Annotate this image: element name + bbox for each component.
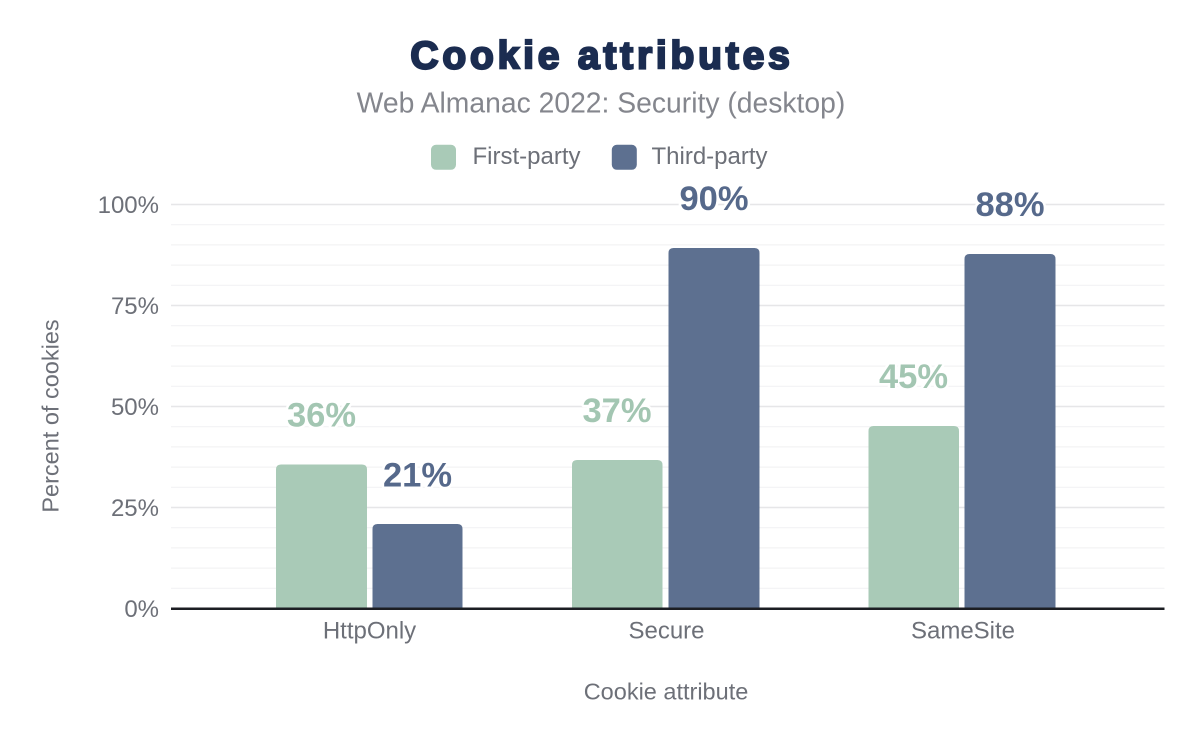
svg-text:Percent of cookies: Percent of cookies: [38, 319, 64, 512]
svg-text:Web Almanac 2022: Security (de: Web Almanac 2022: Security (desktop): [357, 87, 846, 119]
svg-text:45%: 45%: [879, 358, 948, 396]
svg-text:25%: 25%: [111, 495, 159, 522]
svg-text:Cookie attributes: Cookie attributes: [410, 35, 793, 78]
svg-text:Secure: Secure: [628, 618, 704, 645]
svg-text:Cookie attribute: Cookie attribute: [584, 679, 749, 705]
svg-text:HttpOnly: HttpOnly: [323, 618, 416, 645]
svg-text:88%: 88%: [975, 186, 1044, 224]
svg-text:100%: 100%: [98, 192, 159, 219]
svg-text:First-party: First-party: [473, 143, 581, 170]
svg-text:50%: 50%: [111, 394, 159, 421]
svg-text:36%: 36%: [287, 397, 356, 435]
svg-text:SameSite: SameSite: [911, 618, 1015, 645]
svg-text:37%: 37%: [582, 392, 651, 430]
svg-text:90%: 90%: [679, 180, 748, 218]
svg-text:75%: 75%: [111, 293, 159, 320]
svg-text:21%: 21%: [383, 457, 452, 495]
svg-text:0%: 0%: [124, 596, 159, 623]
svg-text:Third-party: Third-party: [652, 143, 768, 170]
